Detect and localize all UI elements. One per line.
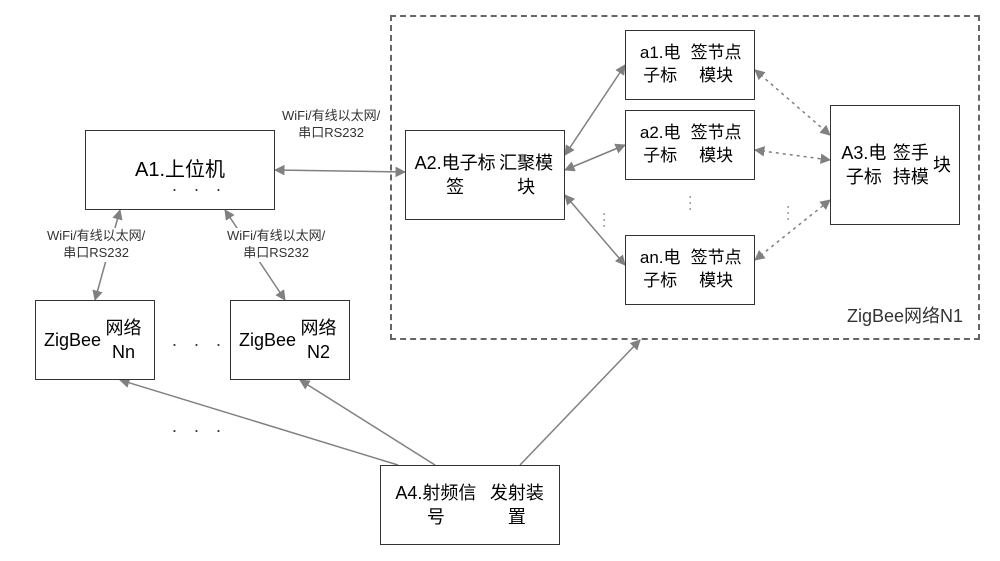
node-an-tag: an.电子标签节点模块 — [625, 235, 755, 305]
ellipsis-dots: ··· — [782, 205, 796, 223]
edge-label-A1-Nn: WiFi/有线以太网/串口RS232 — [45, 228, 147, 262]
node-A3-handheld: A3.电子标签手持模块 — [830, 105, 960, 225]
edge-label-A1-N2: WiFi/有线以太网/串口RS232 — [225, 228, 327, 262]
node-A4-rf-transmitter: A4.射频信号发射装置 — [380, 465, 560, 545]
ellipsis-dots: . . . — [172, 175, 227, 196]
node-a2-tag: a2.电子标签节点模块 — [625, 110, 755, 180]
ellipsis-dots: ··· — [598, 212, 612, 230]
node-A2-aggregator: A2.电子标签汇聚模块 — [405, 130, 565, 220]
ellipsis-dots: . . . — [172, 330, 227, 351]
node-N2-zigbee: ZigBee网络N2 — [230, 300, 350, 380]
zigbee-n1-label: ZigBee网络N1 — [845, 305, 965, 328]
node-Nn-zigbee: ZigBee网络Nn — [35, 300, 155, 380]
ellipsis-dots: ··· — [684, 195, 698, 213]
node-a1-tag: a1.电子标签节点模块 — [625, 30, 755, 100]
node-A1-host: A1.上位机 — [85, 130, 275, 210]
ellipsis-dots: . . . — [172, 416, 227, 437]
edge-label-A1-A2: WiFi/有线以太网/串口RS232 — [280, 108, 382, 142]
